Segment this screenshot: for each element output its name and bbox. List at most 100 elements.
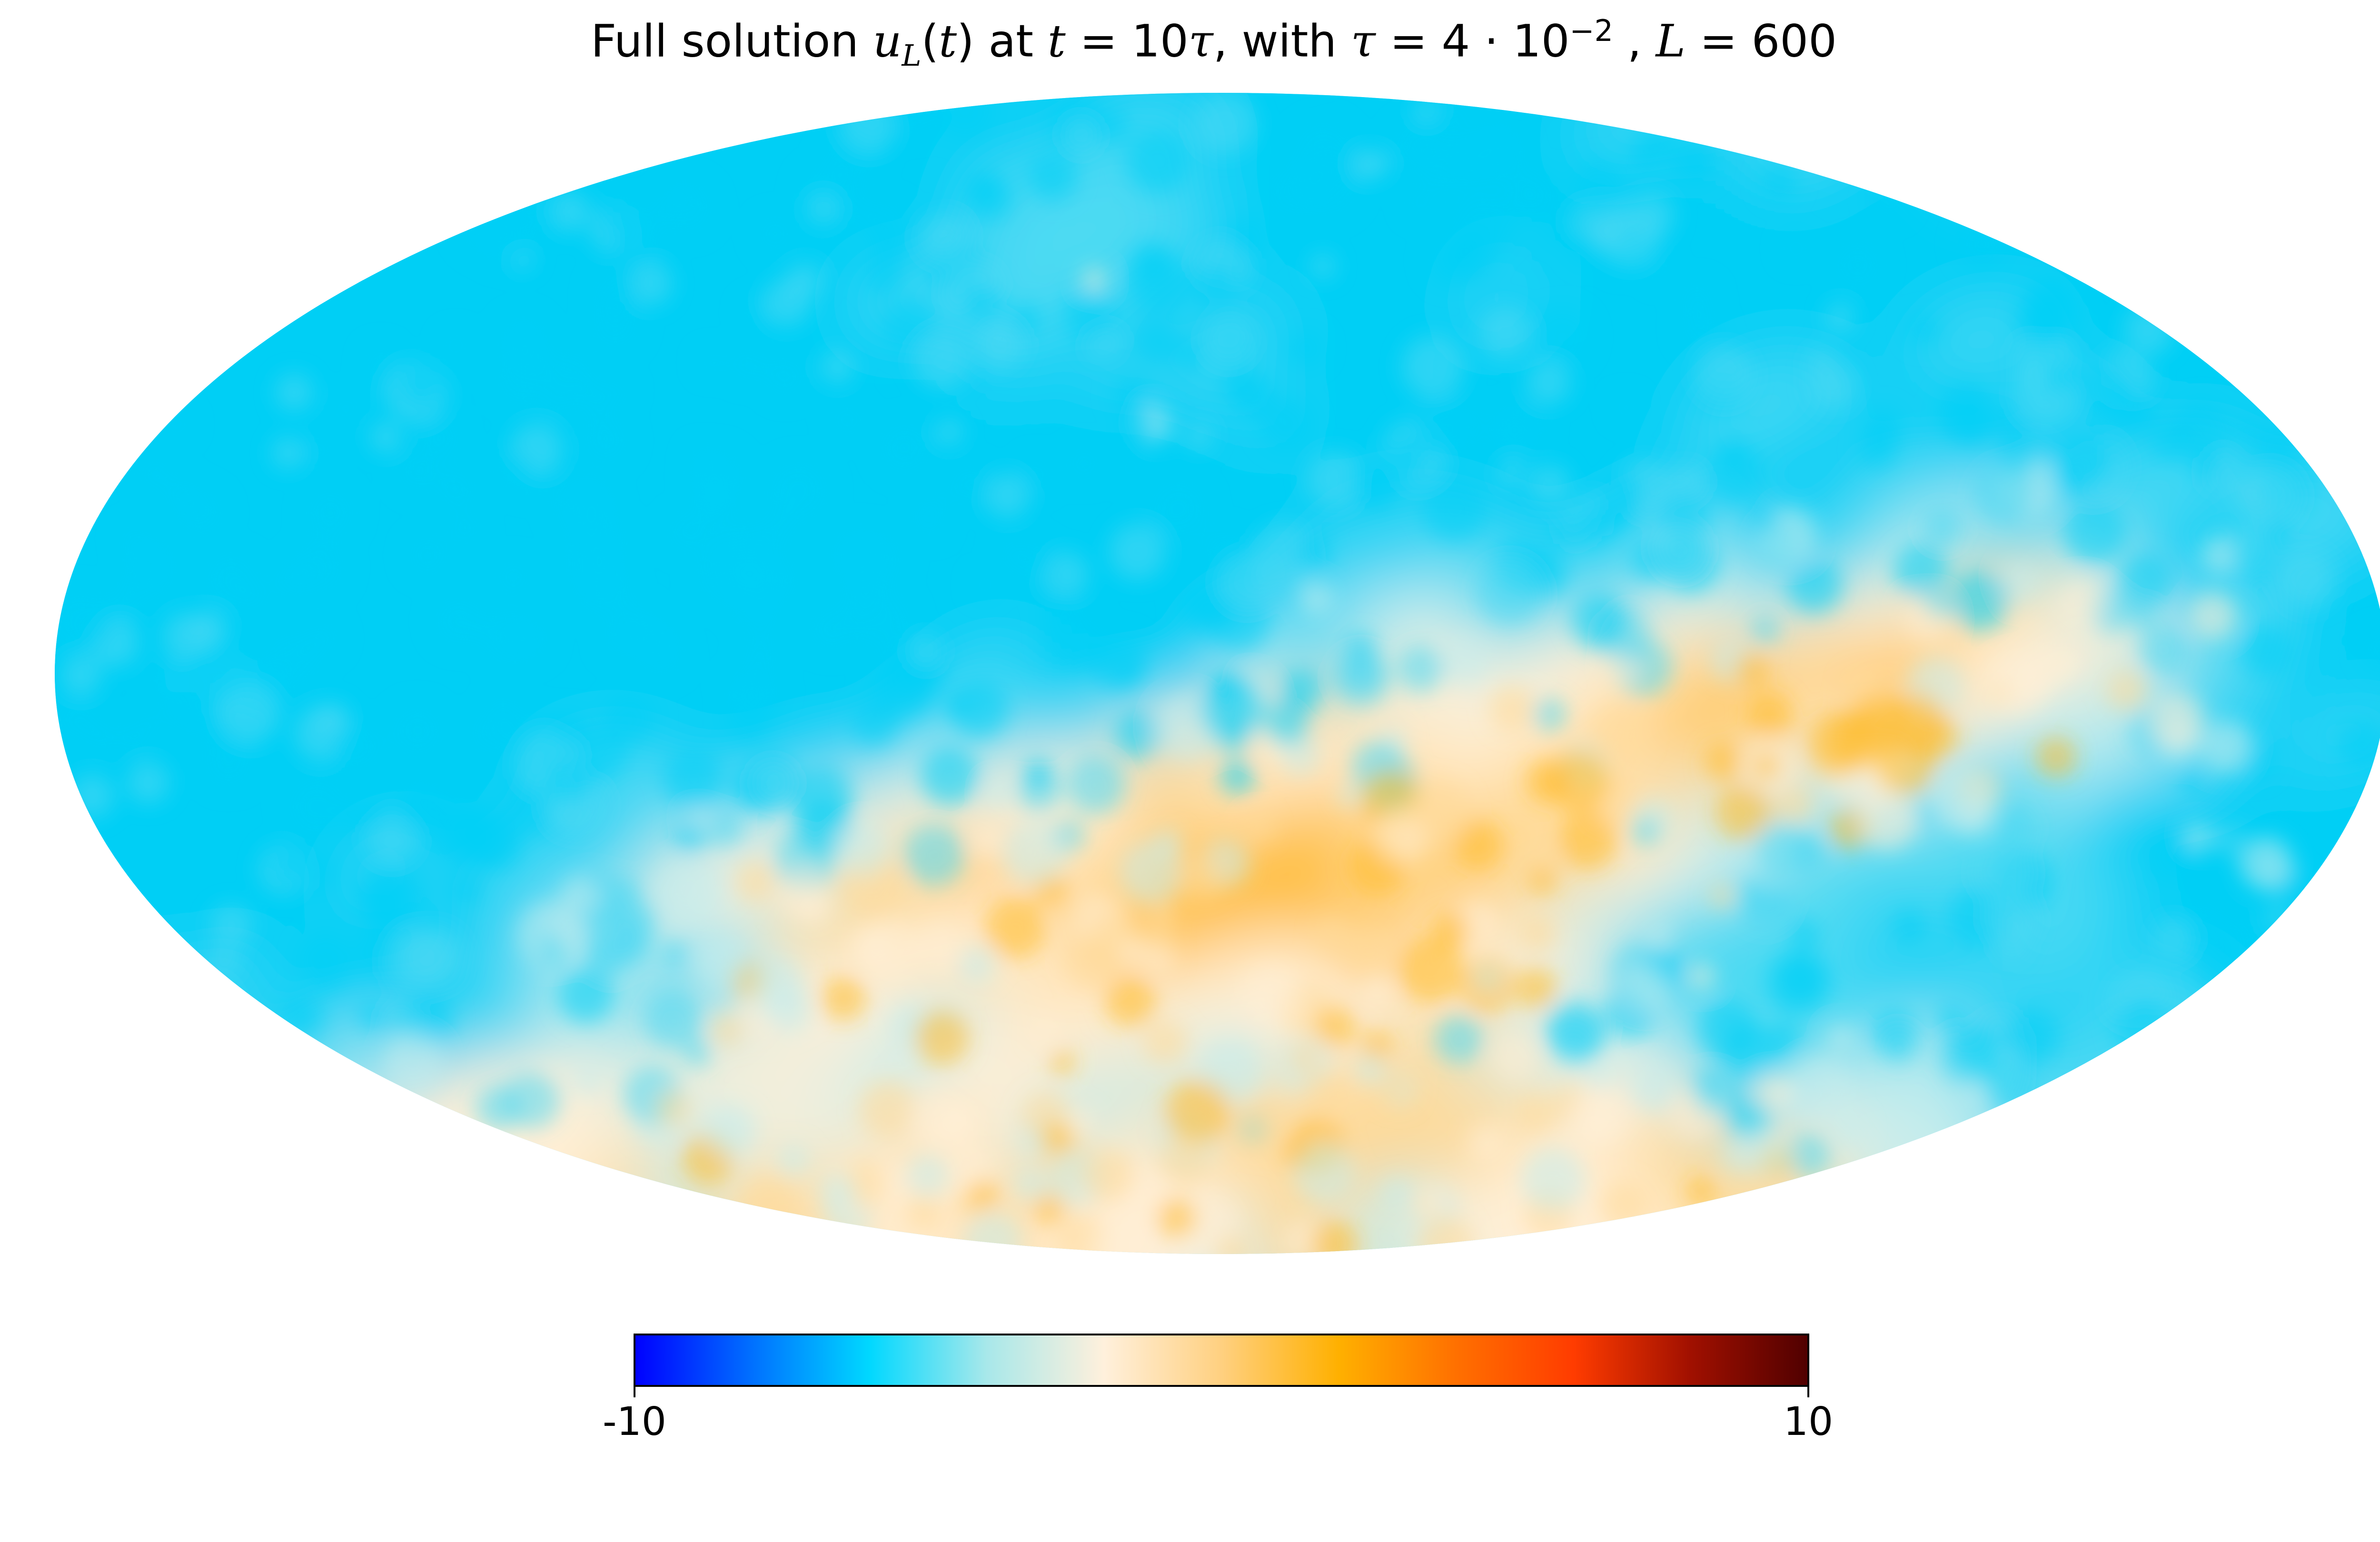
field-texture (2053, 648, 2082, 678)
mollweide-map (0, 0, 2380, 1365)
field-texture (1689, 964, 1715, 990)
field-texture (2199, 721, 2252, 774)
field-texture (1908, 314, 1940, 346)
field-texture (545, 757, 592, 804)
field-texture (1343, 925, 1397, 978)
field-texture (906, 1195, 942, 1231)
colorbar (635, 1334, 1808, 1397)
field-texture (1696, 347, 1753, 404)
field-texture (1826, 1024, 1855, 1052)
field-texture (331, 721, 384, 774)
field-texture (1159, 1134, 1209, 1184)
field-texture (1300, 158, 1360, 218)
field-texture (1790, 919, 1820, 949)
field-texture (2064, 501, 2127, 564)
field-texture (1521, 1147, 1586, 1212)
field-texture (2155, 918, 2194, 958)
field-texture (763, 278, 811, 326)
field-texture (431, 594, 486, 648)
field-texture (1143, 1020, 1188, 1065)
field-texture (1083, 1150, 1134, 1201)
field-texture (1954, 796, 1995, 837)
field-texture (1019, 456, 1055, 492)
field-texture (924, 491, 948, 515)
field-texture (1782, 234, 1811, 263)
field-texture (1082, 267, 1107, 292)
field-texture (910, 636, 942, 667)
field-texture (1678, 280, 1716, 318)
field-texture (1405, 188, 1435, 218)
field-texture (441, 330, 471, 360)
field-texture (493, 450, 535, 492)
field-texture (943, 692, 968, 717)
field-texture (1091, 1220, 1143, 1273)
field-texture (851, 699, 898, 746)
field-texture (915, 924, 962, 970)
field-texture (2074, 361, 2131, 417)
field-texture (1237, 1100, 1290, 1153)
field-texture (284, 774, 350, 840)
field-texture (163, 476, 203, 517)
field-texture (745, 599, 780, 634)
field-texture (550, 711, 587, 748)
field-texture (581, 415, 631, 465)
field-texture (1608, 656, 1636, 684)
field-texture (2241, 467, 2301, 526)
field-texture (117, 523, 149, 555)
field-texture (1440, 638, 1488, 685)
field-texture (2123, 305, 2173, 355)
field-texture (2240, 624, 2293, 677)
field-texture (1145, 921, 1173, 949)
field-texture (1832, 1112, 1866, 1147)
field-texture (852, 590, 915, 653)
field-texture (1735, 654, 1768, 687)
field-texture (1857, 790, 1917, 850)
field-texture (1548, 518, 1576, 545)
field-texture (1362, 977, 1393, 1008)
field-texture (829, 402, 865, 438)
field-texture (1998, 432, 2041, 474)
field-texture (1002, 820, 1068, 885)
field-texture (1749, 1133, 1792, 1176)
field-texture (1429, 401, 1484, 455)
field-texture (1572, 505, 1611, 544)
field-texture (268, 848, 307, 887)
field-texture (140, 708, 164, 732)
field-texture (583, 904, 647, 968)
field-texture (219, 683, 279, 743)
field-texture (1994, 809, 2033, 849)
field-texture (1709, 883, 1735, 909)
field-texture (1009, 304, 1042, 337)
field-texture (837, 823, 889, 875)
field-texture (1354, 1053, 1386, 1085)
field-texture (2181, 767, 2206, 792)
field-texture (1571, 593, 1627, 649)
field-texture (1126, 128, 1190, 193)
field-texture (2191, 447, 2224, 481)
field-texture (1704, 742, 1741, 780)
field-texture (1957, 220, 2007, 269)
field-texture (914, 1010, 969, 1065)
field-texture (1546, 217, 1571, 243)
field-texture (1311, 1221, 1357, 1267)
field-texture (1950, 1024, 2003, 1077)
field-texture (280, 996, 321, 1037)
field-texture (2114, 997, 2175, 1058)
field-texture (1987, 656, 2045, 714)
field-texture (963, 1212, 1023, 1271)
field-texture (2106, 670, 2147, 711)
field-texture (599, 199, 639, 239)
field-texture (2043, 362, 2075, 394)
field-texture (903, 824, 965, 886)
field-texture (497, 314, 547, 364)
field-texture (1467, 123, 1527, 183)
field-texture (486, 691, 520, 724)
field-texture (356, 871, 407, 923)
field-texture (1402, 336, 1465, 398)
field-texture (1423, 477, 1487, 541)
field-texture (822, 977, 866, 1021)
field-texture (826, 241, 853, 267)
field-texture (1529, 842, 1560, 873)
field-texture (48, 587, 113, 653)
field-texture (1435, 1015, 1483, 1064)
